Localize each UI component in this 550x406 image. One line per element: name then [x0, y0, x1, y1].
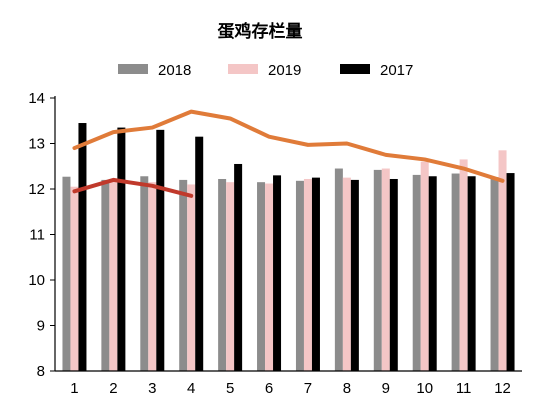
y-tick-label: 12 [28, 181, 45, 198]
bar-2018-1 [62, 176, 71, 371]
line-series-1 [72, 109, 505, 183]
legend-swatch-2018 [118, 64, 148, 74]
bar-2017-2 [117, 127, 126, 371]
bar-2018-7 [295, 180, 304, 371]
x-tick-label: 1 [70, 380, 78, 397]
bar-2017-4 [195, 136, 204, 371]
x-tick-label: 11 [456, 380, 472, 397]
x-tick-label: 9 [382, 380, 390, 397]
bar-2017-3 [156, 129, 165, 371]
bar-2018-8 [334, 168, 343, 371]
legend-label-2019: 2019 [268, 62, 301, 79]
bar-2018-3 [140, 176, 149, 371]
bar-2019-5 [226, 182, 235, 371]
y-tick-label: 14 [28, 90, 45, 107]
y-tick-label: 11 [29, 227, 45, 244]
y-tick-label: 8 [37, 363, 45, 380]
bar-2017-1 [78, 123, 87, 372]
bar-2018-6 [257, 182, 266, 371]
line-series-2 [72, 177, 194, 198]
bar-2019-3 [148, 182, 157, 371]
bar-2019-6 [265, 183, 274, 371]
bar-2019-8 [342, 177, 351, 371]
x-tick-label: 7 [304, 380, 312, 397]
bar-2017-8 [350, 179, 359, 371]
bar-2019-12 [498, 150, 507, 371]
bar-2017-9 [389, 178, 398, 371]
bar-2017-5 [234, 163, 243, 371]
y-tick-label: 13 [28, 136, 45, 153]
bar-2019-11 [459, 159, 468, 371]
y-tick-label: 9 [37, 318, 45, 335]
x-tick-label: 5 [226, 380, 234, 397]
chart-title: 蛋鸡存栏量 [218, 21, 303, 42]
bar-2019-4 [187, 184, 196, 371]
bar-2018-5 [218, 178, 227, 371]
bar-2017-12 [506, 173, 515, 371]
bar-2018-12 [490, 177, 499, 371]
bar-2017-6 [273, 175, 282, 371]
bar-2018-9 [373, 169, 382, 371]
legend-label-2018: 2018 [158, 62, 191, 79]
bar-2017-7 [311, 177, 320, 371]
bar-2017-10 [428, 176, 437, 371]
bar-2019-7 [303, 178, 312, 371]
y-tick-label: 10 [28, 272, 45, 289]
bar-2018-4 [179, 179, 188, 371]
bar-2017-11 [467, 176, 476, 371]
bar-2019-10 [420, 161, 429, 371]
bar-2018-10 [412, 174, 421, 371]
x-tick-label: 2 [109, 380, 117, 397]
legend: 2018 2019 2017 [118, 62, 413, 79]
legend-label-2017: 2017 [380, 62, 413, 79]
bar-2019-2 [109, 178, 118, 371]
x-tick-label: 8 [343, 380, 351, 397]
x-tick-label: 4 [187, 380, 195, 397]
x-tick-label: 12 [494, 380, 511, 397]
bar-2019-1 [70, 186, 79, 371]
x-tick-label: 6 [265, 380, 273, 397]
bar-2018-2 [101, 179, 110, 371]
x-tick-label: 3 [148, 380, 156, 397]
x-tick-label: 10 [416, 380, 433, 397]
legend-swatch-2019 [228, 64, 258, 74]
bar-2019-9 [381, 168, 390, 371]
legend-swatch-2017 [340, 64, 370, 74]
bar-2018-11 [451, 173, 460, 371]
